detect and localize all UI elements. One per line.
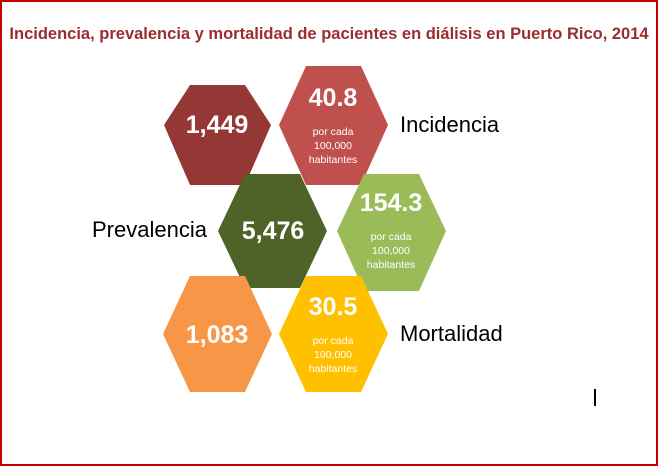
label-prevalencia: Prevalencia [92, 217, 207, 242]
hex-incidencia-rate-line3: habitantes [309, 154, 357, 166]
hex-prevalencia-rate: 154.3 por cada 100,000 habitantes [337, 174, 446, 291]
hex-prevalencia-rate-line1: por cada [371, 231, 412, 243]
hex-mortalidad-count-shape [163, 276, 272, 392]
text-cursor [594, 389, 596, 406]
hex-incidencia-count-value: 1,449 [186, 111, 249, 139]
hex-incidencia-count: 1,449 [164, 85, 271, 185]
hex-mortalidad-rate-line3: habitantes [309, 363, 357, 375]
hex-prevalencia-count-shape [218, 174, 327, 288]
hex-incidencia-rate: 40.8 por cada 100,000 habitantes [279, 66, 388, 185]
hex-prevalencia-rate-value: 154.3 [360, 189, 423, 217]
hex-incidencia-rate-value: 40.8 [309, 84, 358, 112]
label-mortalidad: Mortalidad [400, 321, 503, 346]
hex-mortalidad-rate-line1: por cada [313, 335, 354, 347]
label-incidencia: Incidencia [400, 112, 500, 137]
hex-prevalencia-rate-line2: 100,000 [372, 245, 410, 257]
page-title: Incidencia, prevalencia y mortalidad de … [9, 25, 649, 43]
hex-incidencia-count-shape [164, 85, 271, 185]
hex-prevalencia-rate-shape [337, 174, 446, 291]
hex-incidencia-rate-line2: 100,000 [314, 140, 352, 152]
hex-mortalidad-count-value: 1,083 [186, 321, 249, 349]
hex-prevalencia-count-value: 5,476 [242, 217, 305, 245]
hex-incidencia-rate-line1: por cada [313, 126, 354, 138]
hex-incidencia-rate-shape [279, 66, 388, 185]
hex-mortalidad-rate-line2: 100,000 [314, 349, 352, 361]
hex-mortalidad-rate-shape [279, 276, 388, 392]
hex-prevalencia-rate-line3: habitantes [367, 259, 415, 271]
hex-mortalidad-count: 1,083 [163, 276, 272, 392]
hex-prevalencia-count: 5,476 [218, 174, 327, 288]
hex-mortalidad-rate: 30.5 por cada 100,000 habitantes [279, 276, 388, 392]
hex-mortalidad-rate-value: 30.5 [309, 293, 358, 321]
